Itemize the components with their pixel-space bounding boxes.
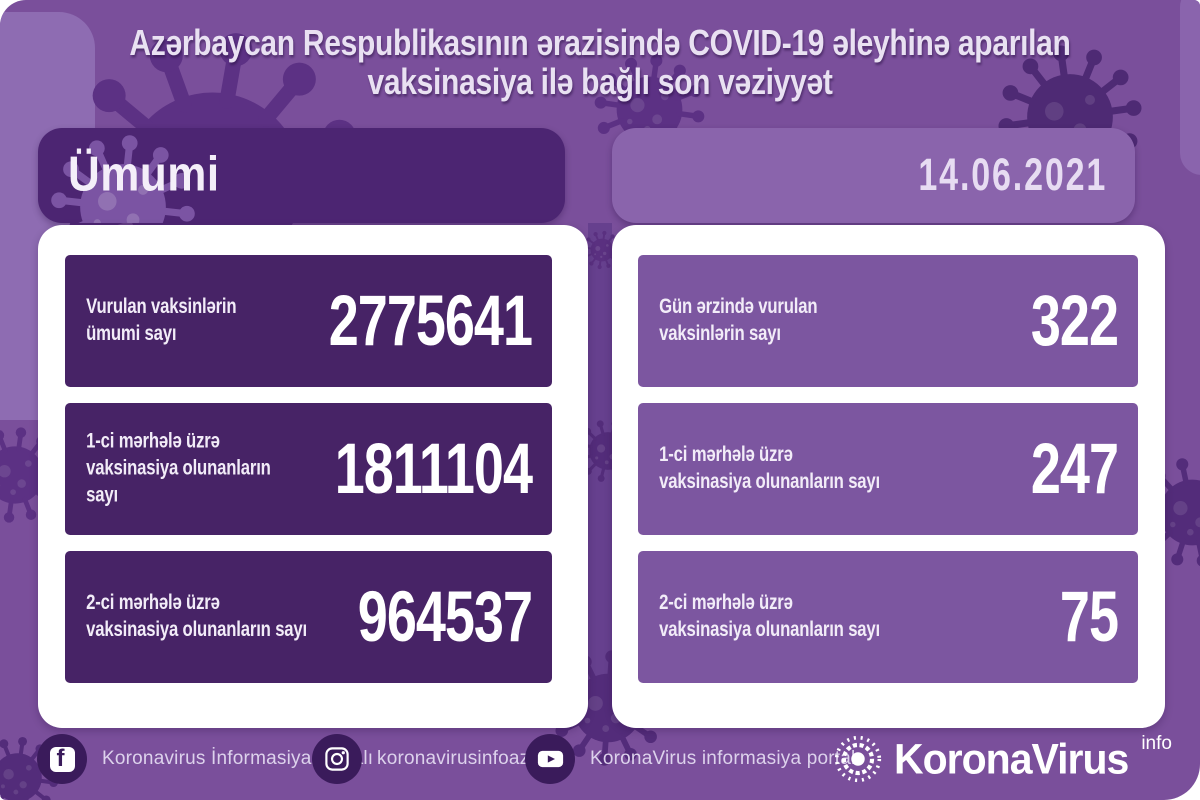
report-date: 14.06.2021 xyxy=(918,149,1107,200)
stat-card-second-dose-total: 2-ci mərhələ üzrə vaksinasiya olunanları… xyxy=(65,551,552,683)
facebook-label: Koronavirus İnformasiya Portalı xyxy=(102,748,374,769)
facebook-link[interactable]: f Koronavirus İnformasiya Portalı xyxy=(37,734,373,784)
virus-logo-icon xyxy=(834,735,882,783)
page-title: Azərbaycan Respublikasının ərazisində CO… xyxy=(0,24,1200,103)
stat-value: 75 xyxy=(1059,577,1119,657)
right-panel-header: 14.06.2021 xyxy=(612,128,1135,223)
youtube-icon xyxy=(525,734,575,784)
stat-label: 1-ci mərhələ üzrə vaksinasiya olunanları… xyxy=(86,429,271,508)
stat-card-daily-vaccines: Gün ərzində vurulan vaksinlərin sayı 322 xyxy=(638,255,1138,387)
stat-label: Gün ərzində vurulan vaksinlərin sayı xyxy=(659,295,818,346)
stat-card-second-dose-daily: 2-ci mərhələ üzrə vaksinasiya olunanları… xyxy=(638,551,1138,683)
stat-card-total-vaccines: Vurulan vaksinlərin ümumi sayı 2775641 xyxy=(65,255,552,387)
brand-suffix: info xyxy=(1141,733,1172,754)
page-title-line2: vaksinasiya ilə bağlı son vəziyyət xyxy=(367,62,833,103)
instagram-icon xyxy=(312,734,362,784)
stat-card-first-dose-total: 1-ci mərhələ üzrə vaksinasiya olunanları… xyxy=(65,403,552,535)
facebook-icon: f xyxy=(37,734,87,784)
stat-card-first-dose-daily: 1-ci mərhələ üzrə vaksinasiya olunanları… xyxy=(638,403,1138,535)
youtube-label: KoronaVirus informasiya portalı xyxy=(590,748,861,769)
stat-label: 1-ci mərhələ üzrə vaksinasiya olunanları… xyxy=(659,443,881,494)
stat-value: 2775641 xyxy=(328,281,533,361)
stat-value: 1811104 xyxy=(334,429,533,509)
left-stats-panel: Vurulan vaksinlərin ümumi sayı 2775641 1… xyxy=(38,225,588,728)
stat-value: 322 xyxy=(1030,281,1119,361)
stat-label: 2-ci mərhələ üzrə vaksinasiya olunanları… xyxy=(86,591,308,642)
instagram-label: koronavirusinfoaz xyxy=(377,748,530,769)
stat-value: 247 xyxy=(1030,429,1119,509)
youtube-link[interactable]: KoronaVirus informasiya portalı xyxy=(525,734,861,784)
brand-logo: KoronaVirus info xyxy=(832,730,1172,788)
left-panel-header: Ümumi xyxy=(38,128,565,223)
brand-name: KoronaVirus xyxy=(894,734,1129,783)
left-panel-title: Ümumi xyxy=(68,146,220,202)
page-title-line1: Azərbaycan Respublikasının ərazisində CO… xyxy=(129,23,1071,64)
instagram-link[interactable]: koronavirusinfoaz xyxy=(312,734,529,784)
stat-label: 2-ci mərhələ üzrə vaksinasiya olunanları… xyxy=(659,591,881,642)
stat-value: 964537 xyxy=(357,577,533,657)
stat-label: Vurulan vaksinlərin ümumi sayı xyxy=(86,295,237,346)
center-gap-shade xyxy=(588,223,612,729)
right-stats-panel: Gün ərzində vurulan vaksinlərin sayı 322… xyxy=(612,225,1165,728)
footer: f Koronavirus İnformasiya Portalı korona… xyxy=(0,728,1200,800)
